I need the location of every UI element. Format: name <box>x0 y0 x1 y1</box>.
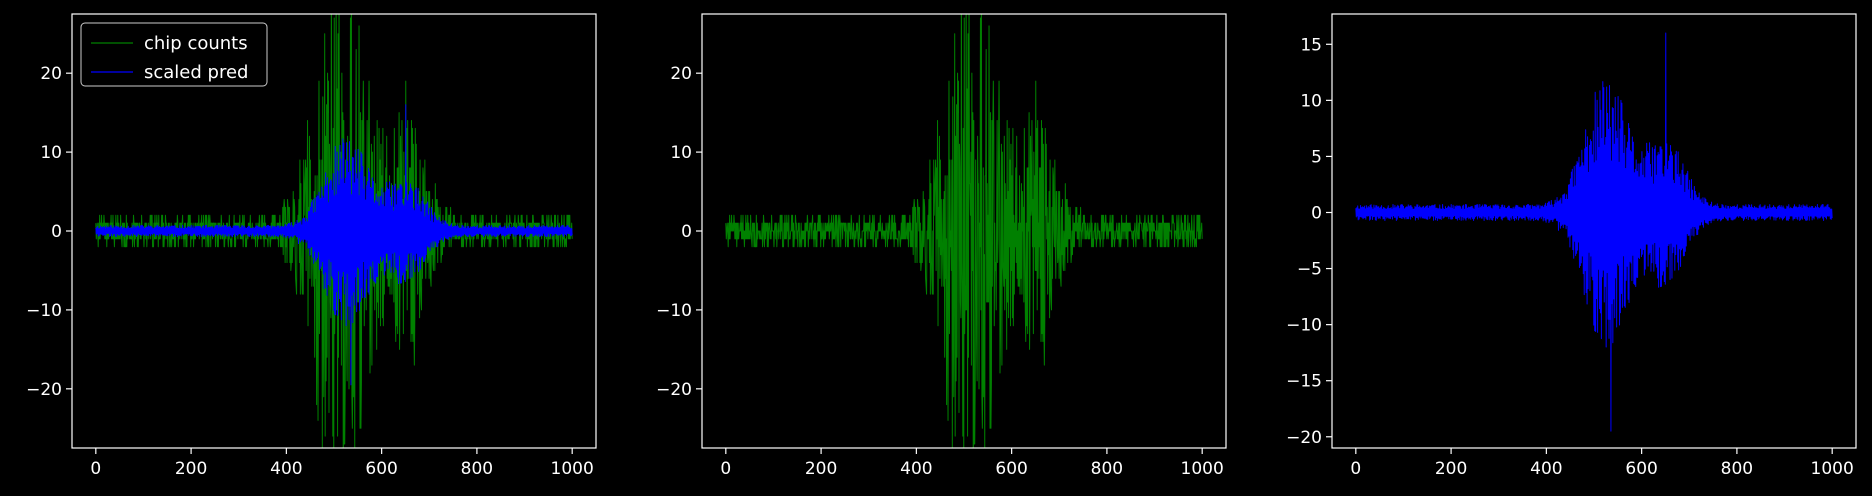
x-tick-label: 600 <box>995 459 1027 479</box>
y-tick-label: 5 <box>1311 147 1322 167</box>
y-tick-label: 10 <box>670 143 692 163</box>
x-tick-label: 1000 <box>1181 459 1224 479</box>
y-tick-label: 0 <box>681 222 692 242</box>
x-tick-label: 800 <box>461 459 493 479</box>
y-tick-label: 0 <box>1311 203 1322 223</box>
legend-label: scaled pred <box>144 62 248 83</box>
y-tick-label: 10 <box>1300 91 1322 111</box>
x-tick-label: 800 <box>1091 459 1123 479</box>
series-group <box>1355 32 1833 432</box>
x-tick-label: 200 <box>805 459 837 479</box>
series-line-scaled-pred <box>95 104 573 386</box>
y-tick-label: −20 <box>656 380 692 400</box>
y-tick-label: −10 <box>656 301 692 321</box>
y-tick-label: 15 <box>1300 35 1322 55</box>
x-tick-label: 1000 <box>1811 459 1854 479</box>
x-tick-label: 200 <box>1435 459 1467 479</box>
legend: chip counts scaled pred <box>80 22 268 87</box>
series-line-series-1 <box>725 14 1203 448</box>
x-tick-label: 400 <box>270 459 302 479</box>
y-tick-label: 20 <box>40 64 62 84</box>
x-tick-label: 400 <box>900 459 932 479</box>
x-tick-label: 0 <box>1350 459 1361 479</box>
x-tick-label: 400 <box>1530 459 1562 479</box>
y-tick-label: −20 <box>26 380 62 400</box>
x-tick-label: 0 <box>90 459 101 479</box>
legend-label: chip counts <box>144 33 248 54</box>
series-group <box>725 14 1203 448</box>
x-tick-label: 1000 <box>551 459 594 479</box>
y-tick-label: −15 <box>1286 372 1322 392</box>
x-tick-label: 600 <box>1625 459 1657 479</box>
y-tick-label: −10 <box>26 301 62 321</box>
y-tick-label: −10 <box>1286 316 1322 336</box>
series-group <box>95 14 573 448</box>
chart-panel-1: 0 200 400 600 800 1000 −20 −10 0 10 20 chip counts s… <box>26 13 597 479</box>
y-tick-label: −5 <box>1297 260 1322 280</box>
y-tick-label: −20 <box>1286 428 1322 448</box>
y-tick-label: 20 <box>670 64 692 84</box>
legend-box <box>80 22 268 87</box>
chart-panel-3: 0 200 400 600 800 1000 −20 −15 −10 −5 0 5 10 15 <box>1286 13 1857 479</box>
x-tick-label: 600 <box>365 459 397 479</box>
chart-panel-2: 0 200 400 600 800 1000 −20 −10 0 10 20 <box>656 13 1227 479</box>
x-tick-label: 0 <box>720 459 731 479</box>
series-line-series-1 <box>1355 32 1833 432</box>
x-tick-label: 800 <box>1721 459 1753 479</box>
axes-frame <box>1331 13 1857 449</box>
x-tick-label: 200 <box>175 459 207 479</box>
y-tick-label: 0 <box>51 222 62 242</box>
y-tick-label: 10 <box>40 143 62 163</box>
